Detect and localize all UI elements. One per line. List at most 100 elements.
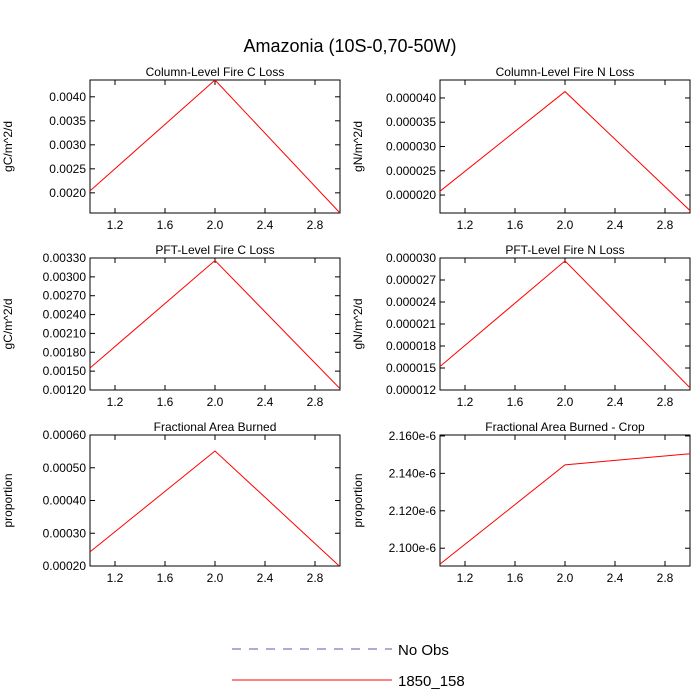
y-tick-label: 0.00150: [43, 364, 87, 378]
x-tick-label: 1.2: [457, 395, 474, 409]
y-tick-label: 0.00020: [43, 559, 87, 573]
y-tick-label: 0.00120: [43, 383, 87, 397]
panel-5: Fractional Area Burned 1.2 1.6 2.0 2.4 2.8 0.0…: [1, 420, 341, 585]
x-tick-label: 1.6: [157, 395, 174, 409]
x-tick-label: 2.0: [207, 395, 224, 409]
panel-1: Column-Level Fire C Loss 1.2 1.6 2.0 2.4 2.8 0…: [1, 65, 341, 232]
y-tick-label: 2.160e-6: [389, 429, 437, 443]
plot-frame: [89, 79, 341, 214]
x-tick-label: 2.8: [307, 218, 324, 232]
y-tick-label: 2.140e-6: [389, 466, 437, 480]
y-tick-label: 0.00240: [43, 308, 87, 322]
y-tick-label: 0.0040: [49, 90, 86, 104]
x-tick-label: 2.0: [557, 218, 574, 232]
legend-label-no-obs: No Obs: [398, 642, 449, 659]
x-tick-label: 2.8: [657, 218, 674, 232]
y-tick-label: 0.000021: [386, 317, 436, 331]
panel-3: PFT-Level Fire C Loss 1.2 1.6 2.0 2.4 2.8 0.00…: [1, 243, 341, 409]
panel-title: Fractional Area Burned - Crop: [485, 420, 645, 434]
x-tick-label: 1.6: [507, 571, 524, 585]
panel-2: Column-Level Fire N Loss 1.2 1.6 2.0 2.4 2.8 0…: [351, 65, 691, 232]
panel-grid: Column-Level Fire C Loss 1.2 1.6 2.0 2.4 2.8 0…: [1, 65, 691, 585]
panel-title: Fractional Area Burned: [154, 420, 277, 434]
y-tick-label: 0.0030: [49, 138, 86, 152]
x-tick-label: 1.2: [107, 218, 124, 232]
y-tick-label: 0.00040: [43, 494, 87, 508]
x-tick-label: 2.4: [607, 395, 624, 409]
panel-title: PFT-Level Fire N Loss: [505, 243, 624, 257]
x-tick-label: 2.4: [607, 218, 624, 232]
x-tick-label: 2.4: [257, 395, 274, 409]
x-tick-label: 2.4: [257, 571, 274, 585]
plot-frame: [439, 257, 691, 391]
x-tick-label: 1.6: [157, 571, 174, 585]
y-tick-label: 0.00050: [43, 461, 87, 475]
x-tick-label: 2.8: [307, 395, 324, 409]
y-tick-label: 0.000024: [386, 295, 436, 309]
panel-title: PFT-Level Fire C Loss: [155, 243, 274, 257]
series-line-1850-158: [440, 260, 690, 389]
y-tick-label: 0.00030: [43, 526, 87, 540]
plot-frame: [89, 257, 341, 391]
x-tick-label: 2.4: [257, 218, 274, 232]
series-line-1850-158: [90, 450, 340, 566]
y-axis-label: proportion: [1, 473, 15, 527]
y-tick-label: 0.000025: [386, 164, 436, 178]
y-tick-label: 0.000027: [386, 273, 436, 287]
series-line-1850-158: [440, 90, 690, 211]
panel-title: Column-Level Fire C Loss: [146, 65, 285, 79]
plot-frame: [89, 434, 341, 567]
y-tick-label: 2.100e-6: [389, 541, 437, 555]
y-axis-label: gC/m^2/d: [1, 121, 15, 172]
y-tick-label: 0.0035: [49, 114, 86, 128]
x-tick-label: 1.6: [507, 218, 524, 232]
x-tick-label: 1.6: [507, 395, 524, 409]
panel-6: Fractional Area Burned - Crop 1.2 1.6 2.0 2.…: [351, 420, 691, 585]
y-axis-label: gN/m^2/d: [351, 299, 365, 350]
x-tick-label: 2.8: [307, 571, 324, 585]
y-tick-label: 0.000020: [386, 188, 436, 202]
y-tick-label: 0.000040: [386, 91, 436, 105]
series-line-1850-158: [90, 259, 340, 390]
panel-title: Column-Level Fire N Loss: [496, 65, 635, 79]
y-tick-label: 0.000012: [386, 383, 436, 397]
panel-4: PFT-Level Fire N Loss 1.2 1.6 2.0 2.4 2.8 0.00…: [351, 243, 691, 409]
plot-frame: [439, 434, 691, 567]
plot-frame: [439, 79, 691, 214]
y-tick-label: 0.0025: [49, 162, 86, 176]
x-tick-label: 2.0: [207, 571, 224, 585]
y-tick-label: 0.00180: [43, 345, 87, 359]
x-tick-label: 2.0: [557, 395, 574, 409]
y-tick-label: 0.00060: [43, 428, 87, 442]
y-tick-label: 2.120e-6: [389, 504, 437, 518]
series-line-1850-158: [440, 453, 690, 565]
y-tick-label: 0.00210: [43, 326, 87, 340]
y-axis-label: gC/m^2/d: [1, 299, 15, 350]
y-tick-label: 0.00300: [43, 270, 87, 284]
x-tick-label: 2.8: [657, 395, 674, 409]
y-tick-label: 0.000030: [386, 140, 436, 154]
x-tick-label: 1.6: [157, 218, 174, 232]
legend-label-1850-158: 1850_158: [398, 673, 465, 690]
y-tick-label: 0.0020: [49, 186, 86, 200]
y-axis-label: gN/m^2/d: [351, 121, 365, 172]
x-tick-label: 1.2: [457, 571, 474, 585]
y-tick-label: 0.000030: [386, 251, 436, 265]
legend: No Obs 1850_158: [232, 642, 465, 690]
x-tick-label: 2.4: [607, 571, 624, 585]
y-axis-label: proportion: [351, 473, 365, 527]
x-tick-label: 1.2: [107, 571, 124, 585]
series-line-1850-158: [90, 80, 340, 213]
main-title: Amazonia (10S-0,70-50W): [243, 36, 456, 56]
y-tick-label: 0.00270: [43, 289, 87, 303]
x-tick-label: 1.2: [457, 218, 474, 232]
y-tick-label: 0.00330: [43, 251, 87, 265]
x-tick-label: 2.8: [657, 571, 674, 585]
y-tick-label: 0.000018: [386, 339, 436, 353]
y-tick-label: 0.000035: [386, 115, 436, 129]
x-tick-label: 1.2: [107, 395, 124, 409]
x-tick-label: 2.0: [557, 571, 574, 585]
y-tick-label: 0.000015: [386, 361, 436, 375]
x-tick-label: 2.0: [207, 218, 224, 232]
